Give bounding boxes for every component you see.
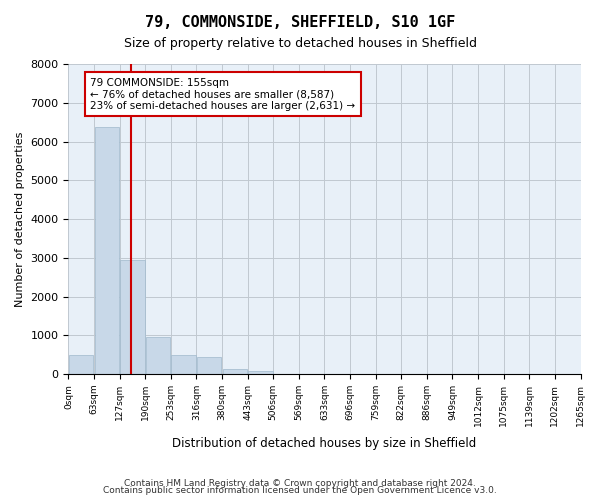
Text: Contains public sector information licensed under the Open Government Licence v3: Contains public sector information licen… (103, 486, 497, 495)
Bar (223, 369, 247, 374)
Text: 79, COMMONSIDE, SHEFFIELD, S10 1GF: 79, COMMONSIDE, SHEFFIELD, S10 1GF (145, 15, 455, 30)
Bar (69, 355, 94, 374)
Bar (95, 127, 119, 374)
Bar (172, 355, 196, 374)
Bar (120, 260, 145, 374)
Text: Size of property relative to detached houses in Sheffield: Size of property relative to detached ho… (124, 38, 476, 51)
Bar (197, 358, 221, 374)
Text: Contains HM Land Registry data © Crown copyright and database right 2024.: Contains HM Land Registry data © Crown c… (124, 478, 476, 488)
Bar (146, 337, 170, 374)
Y-axis label: Number of detached properties: Number of detached properties (15, 132, 25, 306)
Bar (248, 372, 272, 374)
X-axis label: Distribution of detached houses by size in Sheffield: Distribution of detached houses by size … (172, 437, 476, 450)
Text: 79 COMMONSIDE: 155sqm
← 76% of detached houses are smaller (8,587)
23% of semi-d: 79 COMMONSIDE: 155sqm ← 76% of detached … (90, 78, 355, 111)
